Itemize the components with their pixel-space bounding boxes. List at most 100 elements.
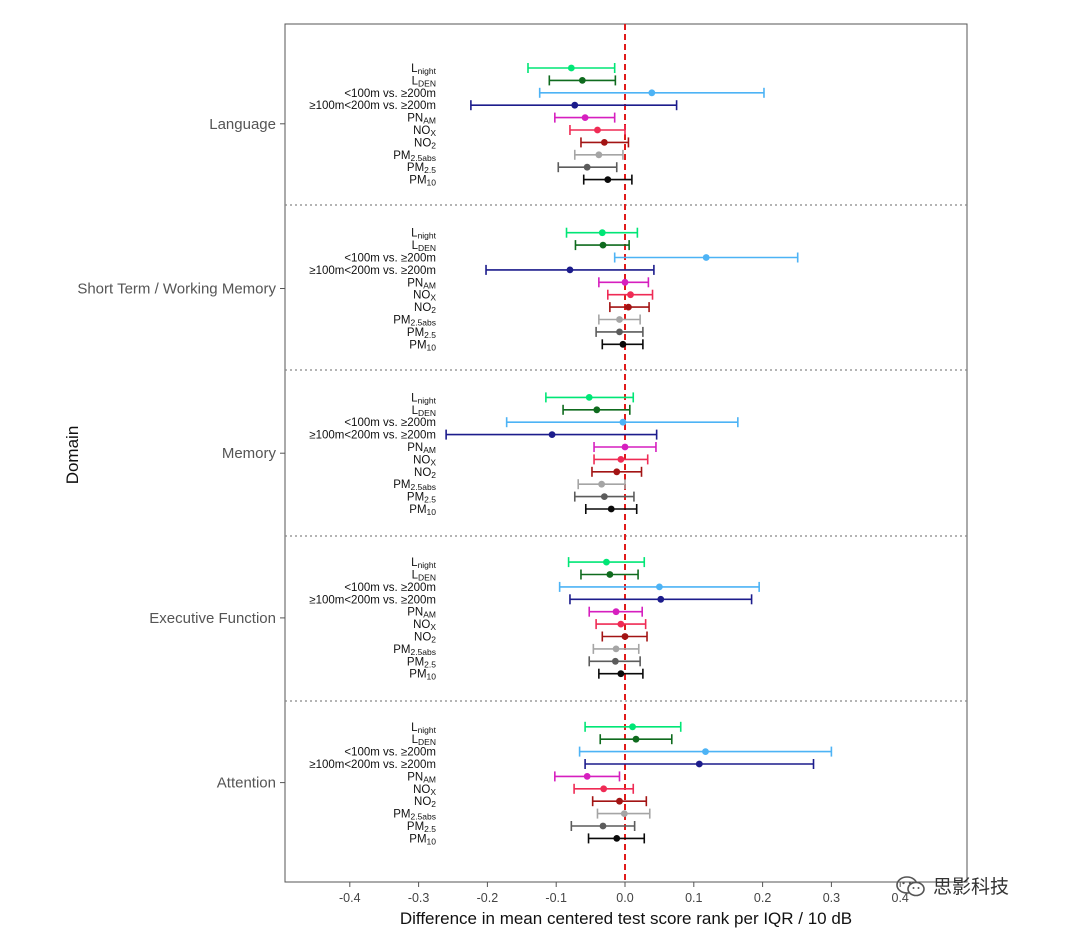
point-estimate [600,493,608,500]
point-estimate [616,316,623,323]
point-estimate [648,89,656,97]
exposure-label: LDEN [412,405,436,418]
exposure-label: PM2.5 [407,327,436,340]
point-estimate [616,797,623,805]
point-estimate [617,456,625,463]
point-estimate [585,394,593,401]
point-estimate [548,431,556,438]
point-estimate [571,101,579,109]
point-estimate [607,505,615,513]
y-axis-title: Domain [63,426,82,485]
exposure-label: PM2.5 [407,162,436,175]
point-estimate [594,126,601,134]
wechat-logo-icon [896,875,925,896]
point-estimate [613,835,621,842]
estimate-short-term-working-memory-3 [485,264,655,275]
point-estimate [581,114,589,121]
point-estimate [593,406,601,414]
point-estimate [695,760,703,768]
estimate-language-6 [580,137,630,148]
point-estimate [657,595,665,603]
estimate-memory-3 [445,429,658,440]
exposure-label: LDEN [412,734,436,747]
domain-label-memory: Memory [222,445,277,462]
exposure-label: PM2.5 [407,821,436,834]
point-estimate [583,773,591,780]
estimate-language-7 [573,149,624,160]
estimate-attention-3 [584,759,815,769]
point-estimate [604,176,612,184]
watermark-text: 思影科技 [933,876,1010,898]
estimate-language-8 [557,162,618,173]
point-estimate [616,328,623,336]
point-estimate [621,278,629,286]
estimate-language-4 [554,112,616,123]
estimate-executive-function-9 [598,668,644,679]
estimate-memory-7 [577,479,626,490]
point-estimate [603,558,610,566]
exposure-label: PM2.5abs [393,150,436,163]
domain-labels: Language Short Term / Working Memory Memor… [77,116,285,792]
exposure-label: <100m vs. ≥200m [344,253,436,265]
point-estimate [595,151,603,159]
point-estimate [600,785,608,793]
point-estimate [617,620,625,628]
exposure-label: ≥100m<200m vs. ≥200m [309,265,436,277]
exposure-label: PM2.5abs [393,644,436,657]
estimate-executive-function-6 [601,631,648,642]
exposure-label: PNAM [407,113,436,126]
exposure-label: PM2.5abs [393,479,436,492]
point-estimate [702,254,710,261]
estimate-memory-8 [573,491,635,502]
point-estimate [598,229,606,237]
estimate-attention-1 [599,734,673,745]
exposure-label: PNAM [407,442,436,455]
estimate-attention-0 [584,721,682,732]
exposure-label: PM2.5 [407,492,436,505]
estimate-executive-function-4 [588,606,644,617]
x-axis-title: Difference in mean centered test score r… [400,909,852,928]
estimate-language-5 [569,125,626,135]
point-estimate [621,443,629,451]
estimate-memory-5 [593,454,649,465]
point-estimate [619,340,627,348]
exposure-label: <100m vs. ≥200m [344,747,436,759]
estimate-short-term-working-memory-0 [565,227,639,238]
point-estimate [567,64,575,72]
exposure-label: PM10 [409,504,436,517]
estimate-language-3 [470,100,678,111]
x-tick-label: -0.3 [408,891,430,905]
exposure-label: PNAM [407,277,436,290]
exposure-label: ≥100m<200m vs. ≥200m [309,430,436,442]
estimate-attention-6 [591,796,648,807]
exposure-label: LDEN [412,75,436,88]
estimate-attention-4 [554,771,621,782]
estimate-short-term-working-memory-2 [613,252,799,263]
exposure-label: PNAM [407,607,436,620]
point-estimate [621,633,629,640]
point-estimate [599,241,607,249]
estimate-executive-function-7 [592,643,640,654]
point-estimate [625,303,632,311]
point-estimate [627,291,634,299]
x-tick-label: -0.4 [339,891,361,905]
exposure-label: ≥100m<200m vs. ≥200m [309,759,436,771]
point-estimate [617,670,625,678]
estimate-executive-function-2 [558,581,760,592]
exposure-label: ≥100m<200m vs. ≥200m [309,100,436,112]
exposure-label: LDEN [412,240,436,253]
estimate-short-term-working-memory-8 [595,326,644,337]
x-tick-label: 0.2 [754,891,771,905]
exposure-label: NOX [413,454,436,467]
x-tick-label: 0.3 [823,891,840,905]
estimate-short-term-working-memory-9 [601,339,644,350]
estimate-memory-6 [591,466,643,477]
point-estimate [606,571,614,578]
x-tick-label: -0.2 [477,891,499,905]
exposure-label: Lnight [411,557,436,570]
estimate-language-9 [582,174,633,185]
estimate-executive-function-0 [567,557,646,568]
point-estimate [611,657,619,665]
exposure-label: PM10 [409,669,436,682]
